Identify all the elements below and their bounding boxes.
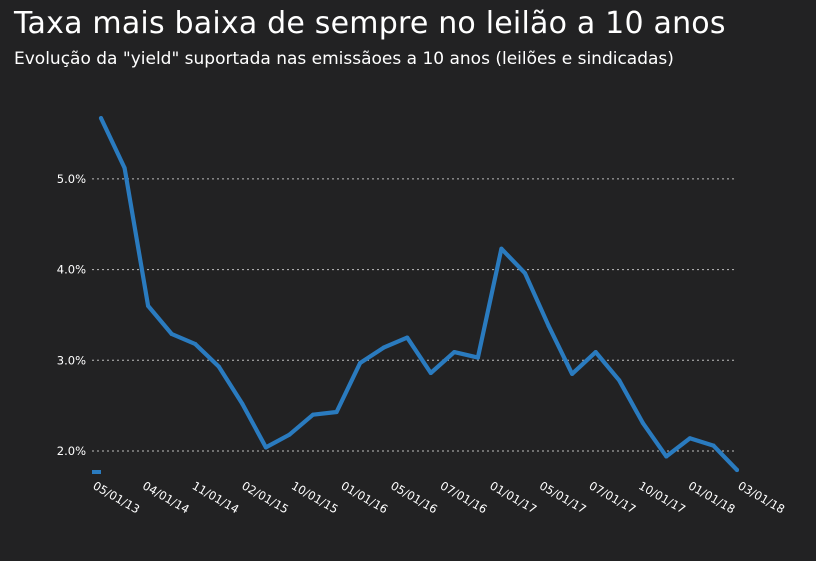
data-point <box>570 371 575 376</box>
gridlines <box>92 178 737 452</box>
data-point <box>99 116 103 121</box>
data-point <box>358 361 363 366</box>
data-point <box>546 323 551 328</box>
x-tick-label: 05/01/13 <box>91 478 143 516</box>
data-point <box>287 432 292 437</box>
y-axis-labels: 2.0% 3.0% 4.0% 5.0% <box>57 172 86 458</box>
data-point <box>334 409 339 414</box>
chart-title: Taxa mais baixa de sempre no leilão a 10… <box>14 6 726 41</box>
data-point <box>240 401 245 406</box>
x-axis-labels: 05/01/1304/01/1411/01/1402/01/1510/01/15… <box>91 478 788 516</box>
x-tick-label: 10/01/15 <box>289 478 341 516</box>
data-point <box>617 378 622 383</box>
data-point <box>687 436 692 441</box>
data-point <box>263 445 268 450</box>
data-point <box>593 350 598 355</box>
x-tick-label: 02/01/15 <box>239 478 291 516</box>
data-point <box>216 364 221 369</box>
x-tick-label: 05/01/16 <box>388 478 440 516</box>
y-tick-label: 3.0% <box>57 353 86 367</box>
data-point <box>711 443 716 448</box>
data-point <box>405 335 410 340</box>
data-point <box>664 454 669 459</box>
data-point <box>452 350 457 355</box>
x-tick-label: 01/01/18 <box>686 478 738 516</box>
data-point <box>193 341 198 346</box>
x-tick-label: 10/01/17 <box>636 478 688 516</box>
data-point <box>499 246 504 251</box>
x-tick-label: 04/01/14 <box>140 478 192 516</box>
x-tick-label: 05/01/17 <box>537 478 589 516</box>
data-point <box>381 345 386 350</box>
data-point <box>523 271 527 276</box>
y-tick-label: 2.0% <box>57 444 86 458</box>
x-tick-label: 01/01/17 <box>487 478 539 516</box>
x-tick-label: 01/01/16 <box>339 478 391 516</box>
data-point <box>640 420 645 425</box>
x-tick-label: 07/01/17 <box>587 478 639 516</box>
data-point <box>428 370 433 375</box>
x-tick-label: 07/01/16 <box>438 478 490 516</box>
data-point <box>122 166 127 171</box>
y-tick-label: 4.0% <box>57 263 86 277</box>
yield-series-line <box>98 115 740 473</box>
y-tick-label: 5.0% <box>57 172 86 186</box>
data-point <box>169 331 174 336</box>
data-point <box>311 412 315 417</box>
chart-subtitle: Evolução da "yield" suportada nas emissã… <box>14 49 674 69</box>
x-tick-label: 03/01/18 <box>736 478 788 516</box>
x-tick-label: 11/01/14 <box>190 478 242 516</box>
data-point <box>735 468 739 473</box>
data-point <box>475 355 480 360</box>
data-point <box>146 303 151 308</box>
series-layer <box>92 115 740 474</box>
